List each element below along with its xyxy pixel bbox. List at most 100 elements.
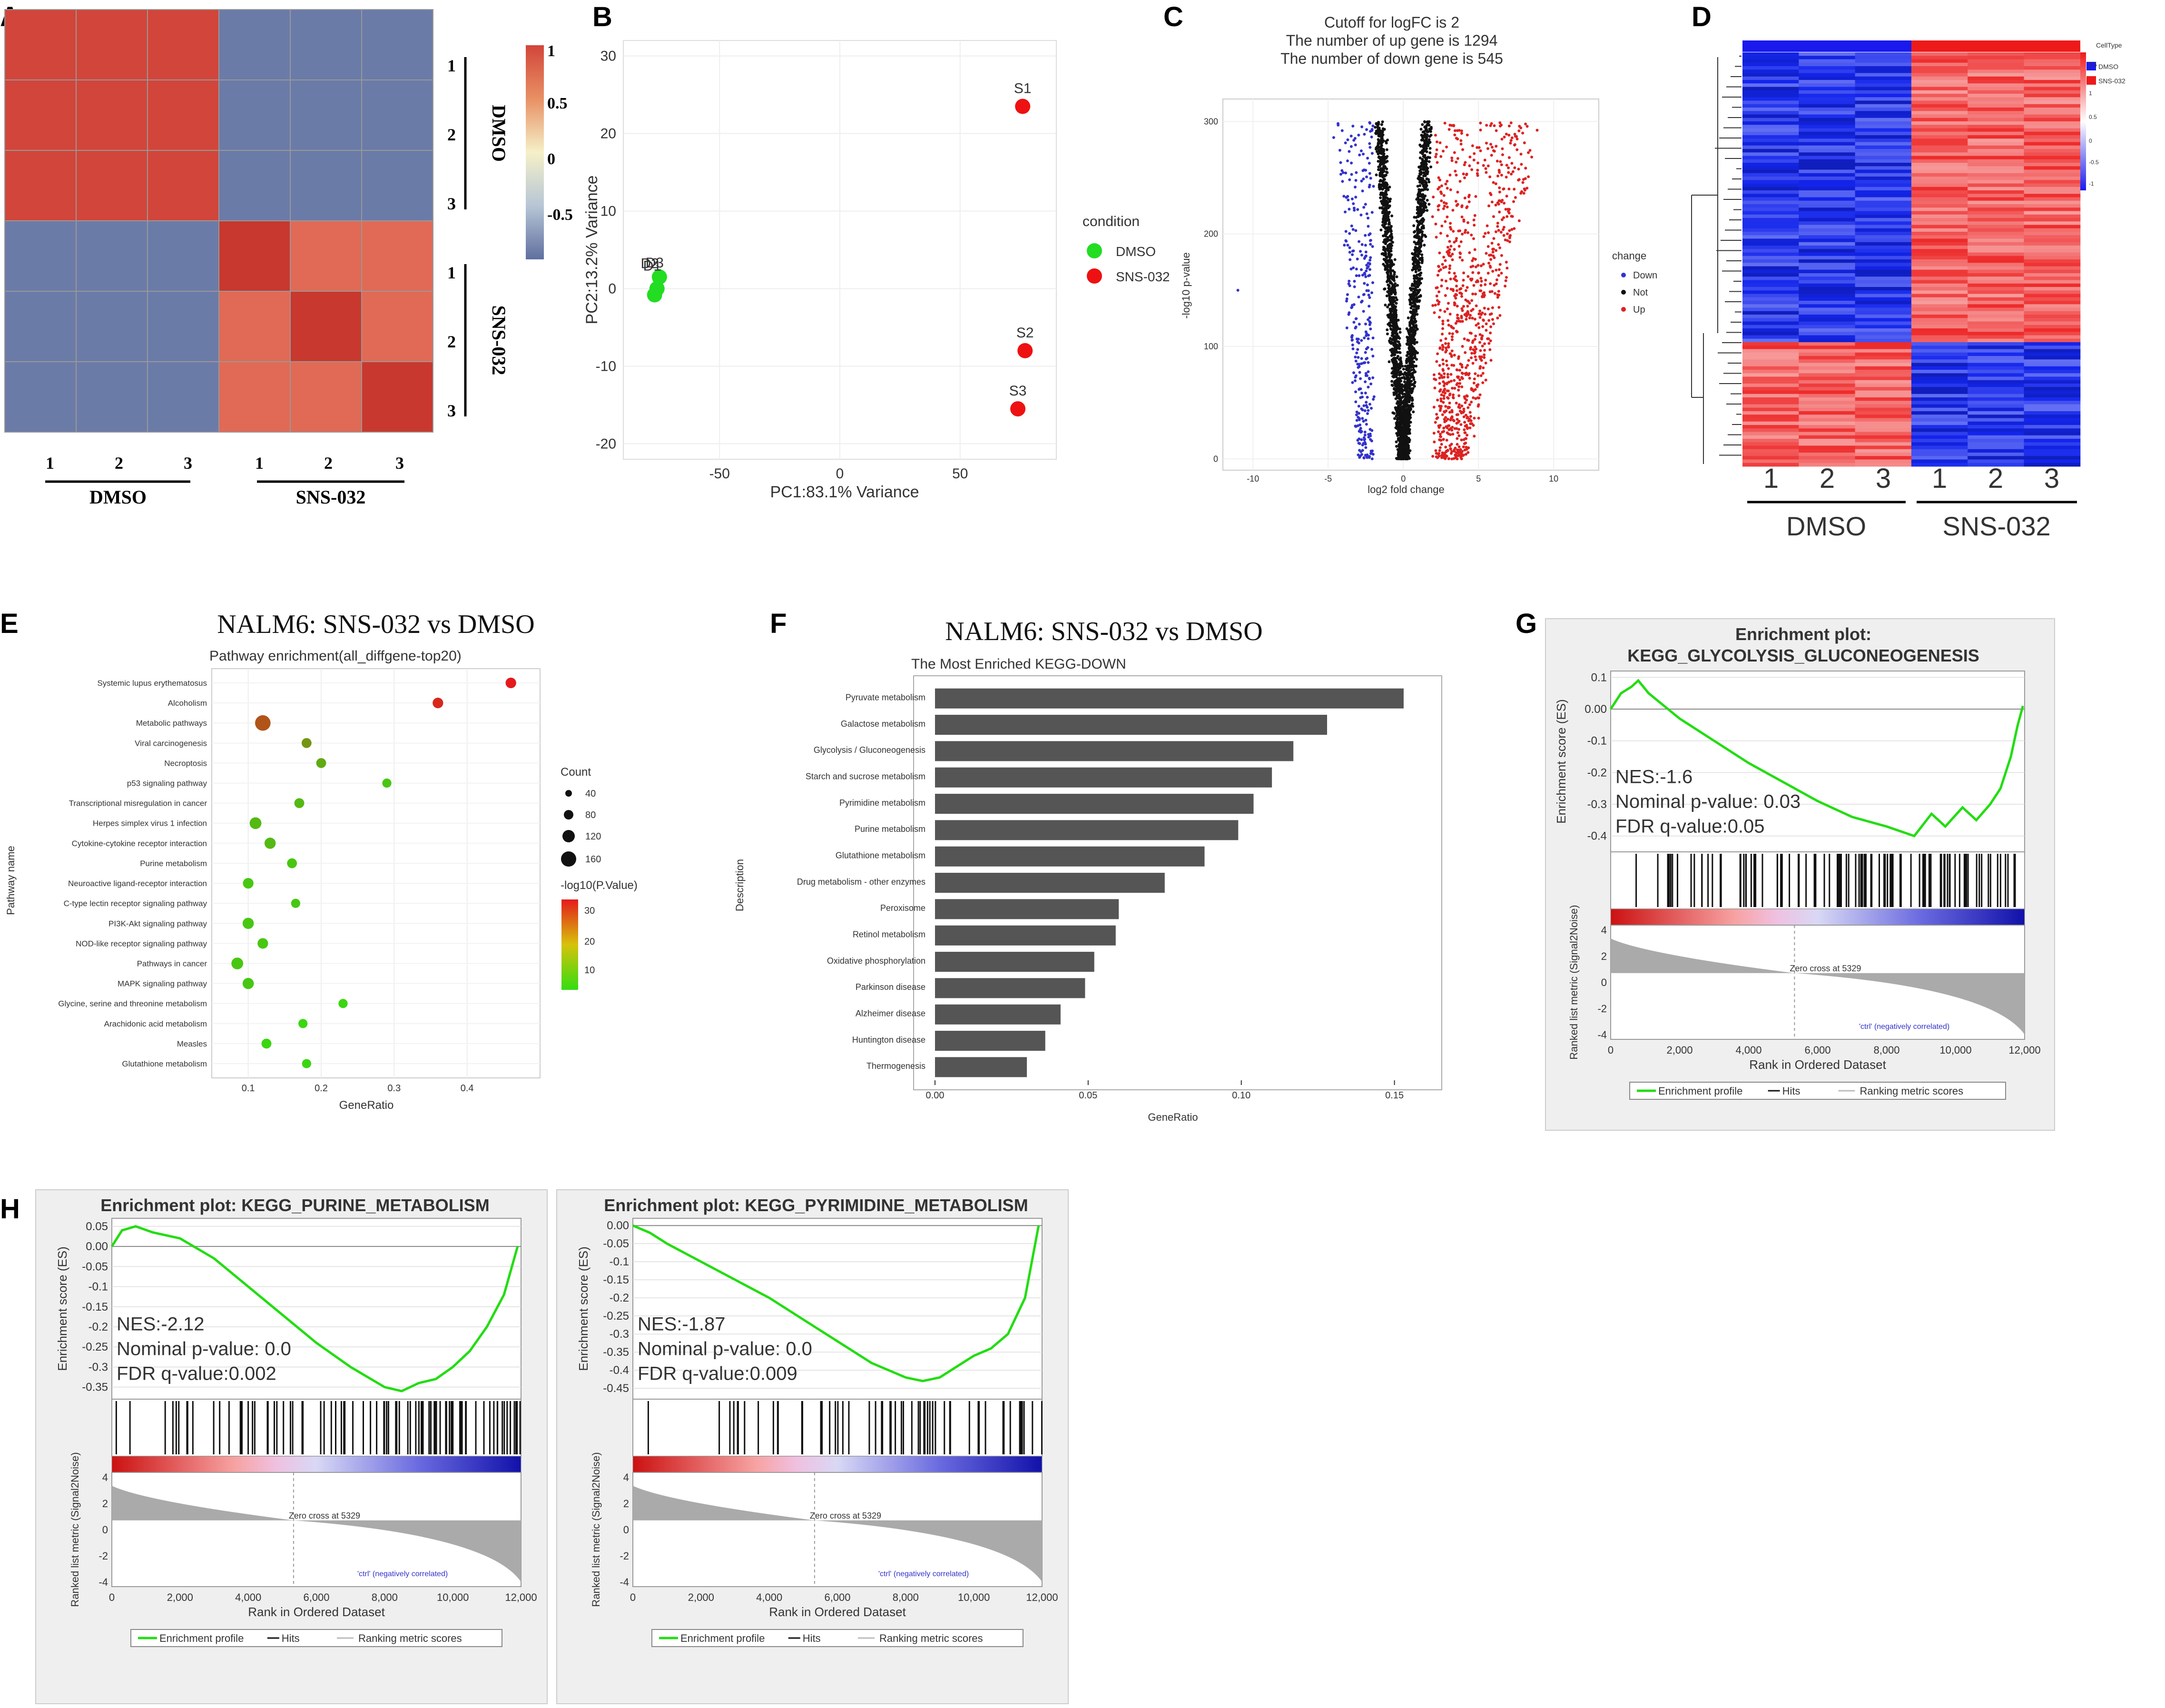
heatmap-cell bbox=[1968, 287, 2024, 291]
volcano-point bbox=[1407, 376, 1410, 380]
heatmap-cell bbox=[1742, 315, 1799, 318]
volcano-point bbox=[1386, 171, 1389, 174]
heatmap-cell bbox=[1911, 221, 1968, 225]
volcano-point bbox=[1486, 147, 1489, 150]
heatmap-cell bbox=[1742, 276, 1799, 280]
heatmap-cell bbox=[2024, 194, 2081, 197]
volcano-point bbox=[1453, 129, 1456, 132]
volcano-point bbox=[1466, 305, 1469, 308]
category-label: C-type lectin receptor signaling pathway bbox=[64, 899, 207, 908]
heatmap-cell bbox=[1968, 90, 2024, 94]
volcano-point bbox=[1410, 399, 1414, 402]
heatmap-cell bbox=[1968, 242, 2024, 246]
volcano-point bbox=[1522, 178, 1525, 181]
volcano-point bbox=[1447, 249, 1450, 253]
volcano-point bbox=[1389, 290, 1393, 293]
heatmap-cell bbox=[1855, 256, 1912, 260]
volcano-point bbox=[1343, 244, 1346, 247]
volcano-point bbox=[1449, 373, 1453, 376]
volcano-point bbox=[1417, 238, 1421, 242]
heatmap-cell bbox=[1968, 187, 2024, 191]
volcano-point bbox=[1391, 269, 1395, 272]
heatmap-cell bbox=[2024, 425, 2081, 429]
volcano-point bbox=[1381, 129, 1384, 133]
heatmap-cell bbox=[1742, 225, 1799, 229]
volcano-point bbox=[1398, 374, 1401, 377]
volcano-point bbox=[1462, 305, 1465, 308]
volcano-point bbox=[1448, 240, 1451, 243]
volcano-point bbox=[1353, 285, 1356, 288]
heatmap-cell bbox=[1911, 384, 1968, 387]
volcano-point bbox=[1448, 264, 1452, 267]
volcano-point bbox=[1362, 152, 1365, 156]
heatmap-cell bbox=[1742, 435, 1799, 439]
volcano-point bbox=[1503, 201, 1506, 205]
volcano-point bbox=[1357, 366, 1360, 369]
data-point bbox=[261, 1038, 272, 1049]
volcano-point bbox=[1382, 186, 1386, 189]
volcano-point bbox=[1357, 133, 1360, 137]
volcano-point bbox=[1392, 330, 1396, 333]
heatmap-cell bbox=[1799, 249, 1856, 253]
volcano-point bbox=[1425, 138, 1428, 141]
volcano-point bbox=[1440, 284, 1443, 287]
heatmap-cell bbox=[1742, 256, 1799, 260]
volcano-point bbox=[1448, 313, 1452, 316]
heatmap-cell bbox=[1742, 211, 1799, 215]
volcano-point bbox=[1461, 284, 1465, 287]
volcano-point bbox=[1415, 341, 1418, 344]
volcano-point bbox=[1432, 432, 1436, 435]
category-label: Measles bbox=[177, 1039, 207, 1048]
volcano-point bbox=[1406, 438, 1409, 442]
volcano-point bbox=[1471, 271, 1475, 274]
volcano-point bbox=[1403, 450, 1407, 454]
a-col-tick: 3 bbox=[395, 454, 404, 473]
e-pval-title: -log10(P.Value) bbox=[561, 879, 638, 892]
volcano-point bbox=[1484, 378, 1487, 382]
heatmap-cell bbox=[1799, 411, 1856, 415]
volcano-point bbox=[1355, 171, 1358, 174]
heatmap-cell bbox=[1799, 415, 1856, 418]
volcano-point bbox=[1385, 207, 1388, 211]
volcano-point bbox=[1407, 379, 1410, 382]
volcano-point bbox=[1369, 382, 1373, 385]
bar bbox=[935, 1030, 1045, 1051]
volcano-point bbox=[1473, 377, 1476, 381]
e-count-item: 120 bbox=[585, 831, 601, 842]
heatmap-cell bbox=[1855, 352, 1912, 356]
d-scale-tick: 1.5 bbox=[2089, 61, 2097, 68]
volcano-point bbox=[1399, 424, 1402, 427]
heatmap-cell bbox=[1799, 83, 1856, 87]
heatmap-cell bbox=[1799, 442, 1856, 446]
volcano-point bbox=[1481, 345, 1484, 348]
volcano-point bbox=[1495, 145, 1498, 148]
volcano-point bbox=[1421, 161, 1425, 165]
heatmap-cell bbox=[2024, 370, 2081, 374]
volcano-point bbox=[1459, 139, 1463, 142]
volcano-point bbox=[1364, 255, 1367, 258]
volcano-point bbox=[1511, 215, 1514, 218]
heatmap-cell bbox=[1911, 415, 1968, 418]
volcano-point bbox=[1521, 181, 1525, 184]
volcano-point bbox=[1418, 288, 1421, 292]
heatmap-cell bbox=[2024, 453, 2081, 456]
volcano-point bbox=[1483, 349, 1486, 352]
volcano-point bbox=[1350, 224, 1353, 227]
a-group-dmso-bottom: DMSO bbox=[89, 486, 147, 508]
heatmap-cell bbox=[1911, 394, 1968, 398]
heatmap-cell bbox=[1855, 380, 1912, 384]
volcano-point bbox=[1350, 173, 1353, 176]
volcano-point bbox=[1437, 290, 1441, 294]
volcano-point bbox=[1452, 229, 1455, 233]
heatmap-cell bbox=[1968, 445, 2024, 450]
bar bbox=[935, 767, 1272, 788]
heatmap-cell bbox=[1968, 180, 2024, 184]
volcano-point bbox=[1441, 369, 1445, 372]
y-tick-label: 100 bbox=[1204, 342, 1218, 351]
heatmap-cell bbox=[2024, 294, 2081, 298]
volcano-point bbox=[1389, 239, 1393, 242]
heatmap-cell bbox=[1855, 338, 1912, 343]
heatmap-cell bbox=[1911, 62, 1968, 67]
volcano-point bbox=[1490, 200, 1494, 204]
volcano-point bbox=[1360, 243, 1364, 246]
